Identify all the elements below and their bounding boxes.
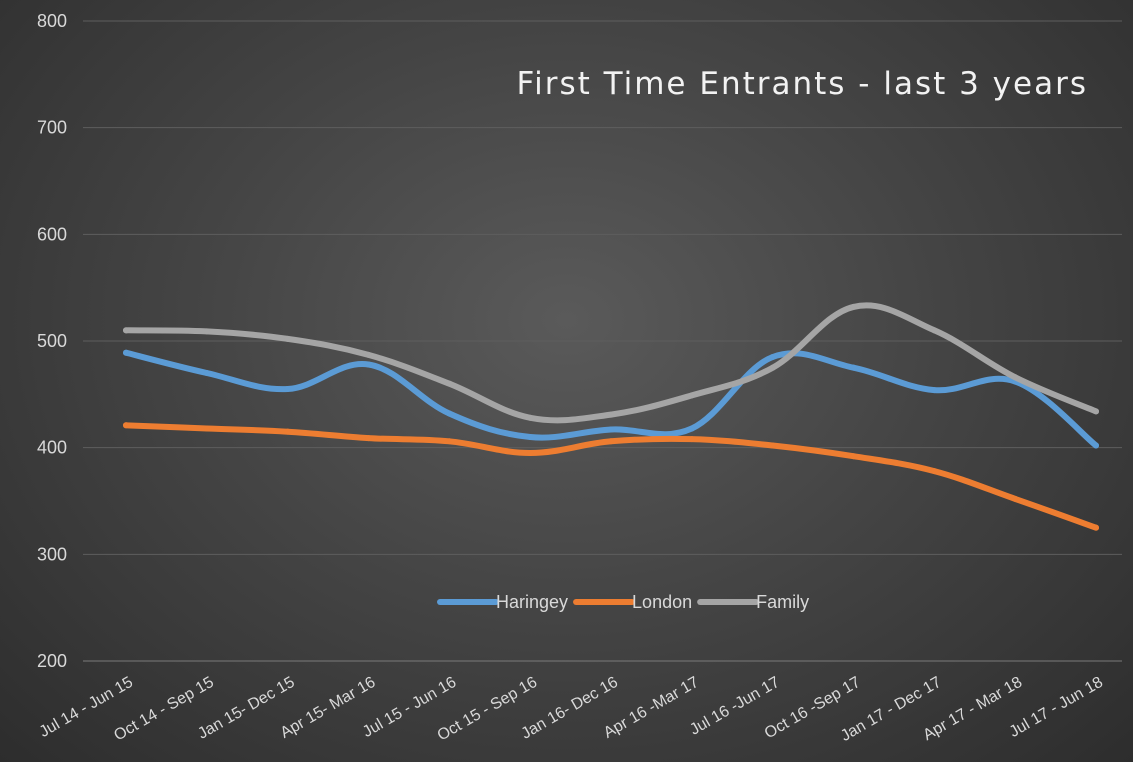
data-point-family <box>123 327 129 334</box>
y-tick-label: 800 <box>37 11 67 31</box>
chart-title: First Time Entrants - last 3 years <box>517 66 1088 102</box>
data-point-family <box>931 327 938 334</box>
data-point-family <box>527 414 534 421</box>
legend: Haringey London Family <box>437 592 809 612</box>
y-axis: 200 300 400 500 600 700 800 <box>37 11 67 671</box>
y-tick-label: 600 <box>37 224 67 244</box>
data-point-haringey <box>931 387 938 394</box>
data-point-family <box>284 335 291 342</box>
data-point-london <box>527 450 534 456</box>
data-point-family <box>1093 408 1099 415</box>
y-tick-label: 500 <box>37 331 67 351</box>
data-point-london <box>203 425 210 432</box>
data-point-haringey <box>446 410 453 417</box>
data-point-family <box>365 351 372 358</box>
data-point-london <box>688 436 695 443</box>
series-haringey <box>123 349 1099 449</box>
legend-item-london: London <box>573 592 692 612</box>
y-tick-label: 700 <box>37 118 67 138</box>
gridlines <box>83 20 1122 662</box>
data-point-family <box>1012 374 1019 381</box>
data-point-haringey <box>1093 442 1099 449</box>
series-family <box>123 302 1099 424</box>
legend-label-family: Family <box>756 592 809 612</box>
data-point-haringey <box>365 361 372 368</box>
data-point-family <box>608 411 614 418</box>
data-point-haringey <box>123 349 129 356</box>
legend-label-haringey: Haringey <box>496 592 568 612</box>
y-tick-label: 300 <box>37 544 67 564</box>
data-point-london <box>608 438 614 445</box>
data-point-family <box>769 364 776 371</box>
data-point-family <box>446 380 453 387</box>
legend-item-family: Family <box>697 592 809 612</box>
legend-item-haringey: Haringey <box>437 592 568 612</box>
y-tick-label: 200 <box>37 651 67 671</box>
data-point-haringey <box>769 354 776 360</box>
data-point-london <box>850 453 857 460</box>
y-tick-label: 400 <box>37 438 67 458</box>
series-london <box>123 422 1099 531</box>
data-point-haringey <box>527 434 534 440</box>
data-point-london <box>931 468 938 475</box>
data-point-haringey <box>284 386 291 392</box>
data-point-london <box>284 428 291 435</box>
series-layer <box>123 302 1099 531</box>
data-point-london <box>365 435 372 442</box>
data-point-haringey <box>608 426 614 433</box>
series-line-family <box>123 302 1099 424</box>
data-point-london <box>123 422 129 429</box>
data-point-family <box>850 303 857 310</box>
data-point-london <box>1012 495 1019 502</box>
legend-label-london: London <box>632 592 692 612</box>
data-point-haringey <box>688 425 695 432</box>
data-point-london <box>1093 524 1099 531</box>
data-point-family <box>688 392 695 399</box>
data-point-london <box>446 438 453 445</box>
data-point-haringey <box>203 370 210 376</box>
data-point-haringey <box>850 364 857 371</box>
data-point-family <box>203 328 210 335</box>
data-point-london <box>769 442 776 449</box>
